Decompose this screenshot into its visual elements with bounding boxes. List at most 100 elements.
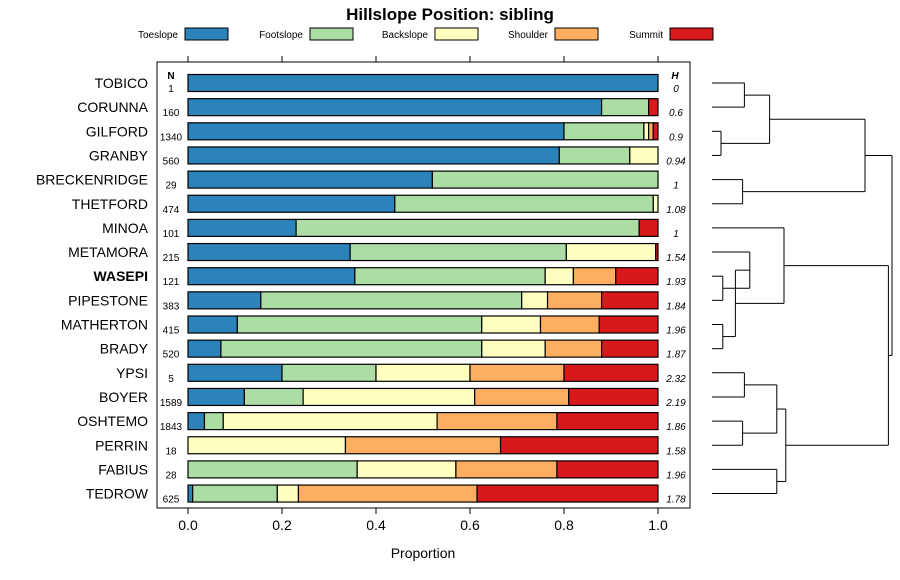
bar-row-thetford: THETFORD 474 1.08 (72, 194, 686, 216)
x-tick-label: 0.4 (366, 517, 386, 533)
bar-segment-toeslope (187, 387, 246, 407)
bar-segment-footslope (349, 242, 567, 262)
n-value: 1843 (160, 422, 183, 433)
bar-segment-summit (600, 339, 659, 358)
n-value: 18 (165, 446, 177, 457)
bar-segment-footslope (203, 412, 224, 431)
series-label: WASEPI (94, 268, 148, 284)
x-axis: 0.0 0.2 0.4 0.6 0.8 1.0 (178, 508, 668, 533)
bar-segment-shoulder (344, 436, 502, 455)
h-value: 2.32 (665, 374, 686, 385)
h-value: 1.84 (666, 301, 686, 312)
x-tick-label: 0.2 (272, 517, 292, 533)
n-value: 29 (165, 181, 177, 192)
h-value: 1 (673, 181, 679, 192)
legend-label-toeslope: Toeslope (138, 30, 178, 41)
series-label: CORUNNA (77, 99, 148, 115)
h-value: 1.96 (666, 470, 686, 481)
bar-row-metamora: METAMORA 215 1.54 (68, 242, 686, 264)
bar-segment-shoulder (297, 484, 478, 503)
bar-segment-toeslope (187, 73, 659, 93)
series-label: METAMORA (68, 244, 149, 260)
series-label: TEDROW (86, 486, 149, 502)
bar-segment-shoulder (647, 122, 654, 141)
bar-segment-shoulder (455, 460, 558, 479)
bar-segment-toeslope (187, 363, 283, 382)
n-value: 1340 (160, 132, 183, 143)
bar-segment-backslope (643, 122, 650, 141)
legend-swatch-summit (669, 27, 714, 41)
bar-segment-backslope (356, 460, 457, 479)
bar-segment-summit (598, 315, 659, 334)
x-tick-label: 0.8 (554, 517, 574, 533)
series-label: OSHTEMO (77, 413, 148, 429)
h-value: 1.08 (666, 205, 686, 216)
n-value: 415 (163, 326, 180, 337)
bar-row-tedrow: TEDROW 625 1.78 (86, 484, 686, 506)
legend-label-shoulder: Shoulder (508, 30, 549, 41)
series-label: BRECKENRIDGE (36, 172, 148, 188)
series-label: PIPESTONE (68, 292, 148, 308)
series-label: MINOA (102, 220, 149, 236)
bar-segment-backslope (565, 242, 657, 262)
n-value: 625 (163, 495, 180, 506)
bar-segment-shoulder (436, 412, 558, 431)
h-column-header: H (671, 71, 679, 82)
series-label: FABIUS (98, 461, 148, 477)
bar-segment-footslope (354, 267, 546, 286)
bar-row-granby: GRANBY 560 0.94 (89, 146, 686, 167)
n-value: 1 (168, 84, 174, 95)
bar-row-fabius: FABIUS 28 1.96 (98, 460, 686, 481)
legend-swatch-toeslope (184, 27, 229, 41)
bar-row-tobico: TOBICO 1 0 (95, 73, 679, 95)
bar-segment-footslope (281, 363, 377, 382)
series-label: THETFORD (72, 196, 148, 212)
bar-segment-backslope (481, 339, 546, 358)
series-label: PERRIN (95, 437, 148, 453)
bar-segment-shoulder (544, 339, 603, 358)
series-label: TOBICO (95, 75, 149, 91)
x-axis-label: Proportion (391, 545, 456, 561)
bar-segment-summit (615, 267, 659, 286)
h-value: 1.93 (666, 277, 686, 288)
plot-panel (156, 61, 691, 509)
bar-segment-footslope (600, 98, 650, 117)
bar-row-perrin: PERRIN 18 1.58 (95, 436, 686, 457)
bar-segment-summit (655, 242, 659, 262)
n-value: 383 (163, 301, 180, 312)
h-value: 1.54 (666, 253, 686, 264)
bar-segment-backslope (544, 267, 575, 286)
bar-segment-backslope (521, 291, 549, 310)
x-tick-label: 0.6 (460, 517, 480, 533)
n-value: 28 (165, 470, 177, 481)
legend-swatch-footslope (309, 27, 354, 41)
bar-segment-toeslope (187, 98, 603, 117)
bar-segment-toeslope (187, 267, 356, 286)
bar-segment-footslope (243, 387, 304, 407)
bar-segment-backslope (187, 436, 347, 455)
bar-row-minoa: MINOA 101 1 (102, 218, 679, 240)
bar-row-ypsi: YPSI 5 2.32 (116, 363, 686, 385)
bar-segment-shoulder (572, 267, 617, 286)
bar-segment-summit (600, 291, 659, 310)
top-axis-ticks (187, 56, 659, 62)
bar-segment-toeslope (187, 484, 194, 503)
bar-segment-shoulder (474, 387, 570, 407)
bar-segment-summit (568, 387, 659, 407)
bar-segment-backslope (375, 363, 471, 382)
bar-rows: TOBICO 1 0 CORUNNA 160 0.6 GILFORD 1340 0.9 GRANB… (36, 73, 686, 506)
series-label: GILFORD (86, 123, 148, 139)
bar-segment-footslope (236, 315, 483, 334)
n-value: 1589 (160, 398, 183, 409)
bar-row-gilford: GILFORD 1340 0.9 (86, 122, 683, 143)
bar-segment-shoulder (539, 315, 600, 334)
bar-row-wasepi: WASEPI 121 1.93 (94, 267, 686, 288)
bar-segment-footslope (563, 122, 645, 141)
bar-row-corunna: CORUNNA 160 0.6 (77, 98, 683, 119)
bar-segment-backslope (629, 146, 659, 165)
bar-row-boyer: BOYER 1589 2.19 (99, 387, 686, 409)
legend-label-summit: Summit (629, 30, 663, 41)
h-value: 0.94 (666, 156, 686, 167)
series-label: BRADY (100, 341, 149, 357)
n-value: 160 (163, 108, 180, 119)
